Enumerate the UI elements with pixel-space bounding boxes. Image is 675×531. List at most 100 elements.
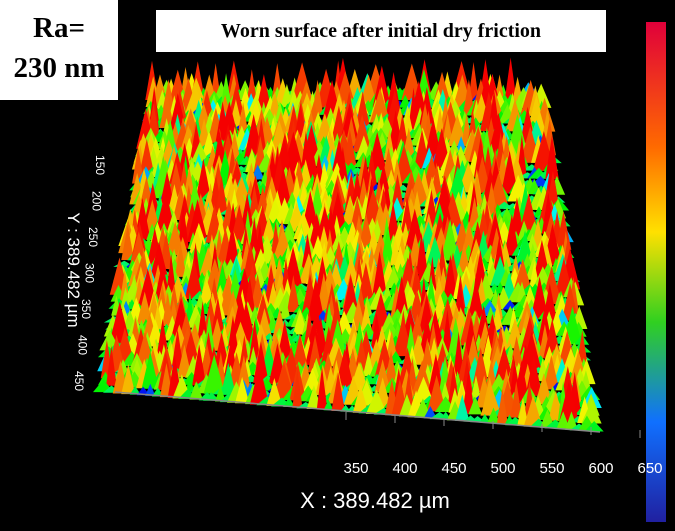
surface-spike [307, 277, 325, 321]
surface-spike [331, 372, 345, 411]
surface-spike [195, 158, 212, 200]
surface-spike [141, 351, 159, 389]
x-tick-label: 400 [392, 460, 417, 477]
surface-spike [372, 65, 392, 108]
surface-spike [323, 206, 339, 248]
surface-spike [279, 297, 291, 319]
surface-spike [369, 88, 391, 123]
surface-spike [380, 226, 395, 266]
surface-spike [272, 257, 286, 290]
ra-label: Ra= 230 nm [0, 0, 118, 100]
y-tick-label: 200 [90, 191, 104, 211]
surface-spike [480, 384, 502, 416]
surface-spike [248, 319, 261, 361]
surface-spike [286, 275, 300, 313]
surface-spike [486, 407, 500, 424]
surface-spike [220, 362, 236, 395]
surface-spike [174, 242, 187, 277]
surface-spike [229, 257, 244, 287]
surface-spike [447, 114, 467, 147]
surface-spike [411, 360, 433, 396]
surface-spike [427, 374, 447, 412]
surface-spike [517, 397, 529, 426]
y-tick-label: 400 [76, 335, 90, 355]
surface-spike [183, 166, 196, 200]
surface-spike [352, 114, 372, 153]
surface-spike [189, 381, 203, 400]
surface-spike [543, 355, 560, 390]
y-axis-label: Y : 389.482 µm [64, 212, 83, 327]
surface-spike [260, 216, 277, 246]
surface-spike [496, 388, 508, 425]
x-tick-label: 450 [441, 460, 466, 477]
surface-spike [234, 376, 250, 404]
surface-spike [516, 230, 534, 264]
title: Worn surface after initial dry friction [156, 10, 606, 52]
surface-spike [442, 309, 453, 352]
surface-spike [187, 199, 208, 243]
surface-spike [266, 377, 283, 406]
surface-spike [453, 331, 465, 376]
surface-spike [202, 314, 216, 358]
surface-spike [504, 214, 520, 256]
surface-spike [535, 372, 553, 405]
surface-spike [253, 341, 269, 383]
x-tick-label: 350 [343, 460, 368, 477]
ra-line: Ra= [33, 12, 85, 44]
surface-spike [559, 380, 579, 422]
surface-spike [462, 370, 475, 414]
surface-spike [400, 196, 414, 236]
surface-spike [479, 413, 491, 423]
x-tick-label: 650 [637, 460, 662, 477]
x-tick-label: 500 [490, 460, 515, 477]
surface-spike [561, 283, 579, 321]
surface-spike [343, 129, 357, 167]
surface-spike [455, 394, 470, 421]
surface-spike [465, 334, 481, 369]
x-axis-line [114, 391, 601, 433]
surface-spike [470, 375, 482, 400]
x-tick-label: 550 [539, 460, 564, 477]
surface-spike [468, 61, 479, 100]
surface-spike [413, 376, 434, 403]
surface-spike [237, 102, 249, 136]
surface-spike [468, 396, 482, 415]
surface-spike [484, 306, 497, 324]
surface-spike [443, 254, 458, 299]
surface-spike [214, 385, 226, 402]
surface-spike [283, 396, 295, 408]
surface-spike [292, 369, 303, 408]
surface-spike [272, 361, 295, 400]
y-tick-label: 350 [79, 299, 93, 319]
surface-spike [510, 381, 522, 418]
surface-spike [545, 135, 559, 179]
x-tick-label: 600 [588, 460, 613, 477]
surface-spike [249, 363, 270, 405]
surface-spike [121, 225, 135, 261]
surface-spike [184, 259, 204, 300]
surface-spike [342, 274, 360, 316]
surface-spike [177, 344, 192, 378]
surface-spike [365, 389, 388, 415]
surface-spike [423, 406, 437, 419]
surface-spike [556, 411, 570, 430]
surface-spike [357, 262, 375, 302]
surface-spike [323, 399, 334, 411]
surface-spike [106, 345, 117, 386]
surface-spike [236, 355, 251, 389]
surface-spike [203, 354, 225, 394]
surface-spike [121, 363, 136, 395]
surface-spike [210, 296, 226, 337]
surface-spike [504, 57, 517, 100]
surface-spike [307, 335, 323, 373]
surface-spike [372, 251, 387, 295]
surface-spike [129, 386, 141, 395]
surface-spike [362, 351, 375, 377]
ra-line: 230 nm [13, 52, 105, 84]
surface [92, 57, 604, 432]
surface-spike [584, 420, 604, 432]
surface-spike [420, 337, 434, 373]
surface-spike [527, 243, 539, 265]
